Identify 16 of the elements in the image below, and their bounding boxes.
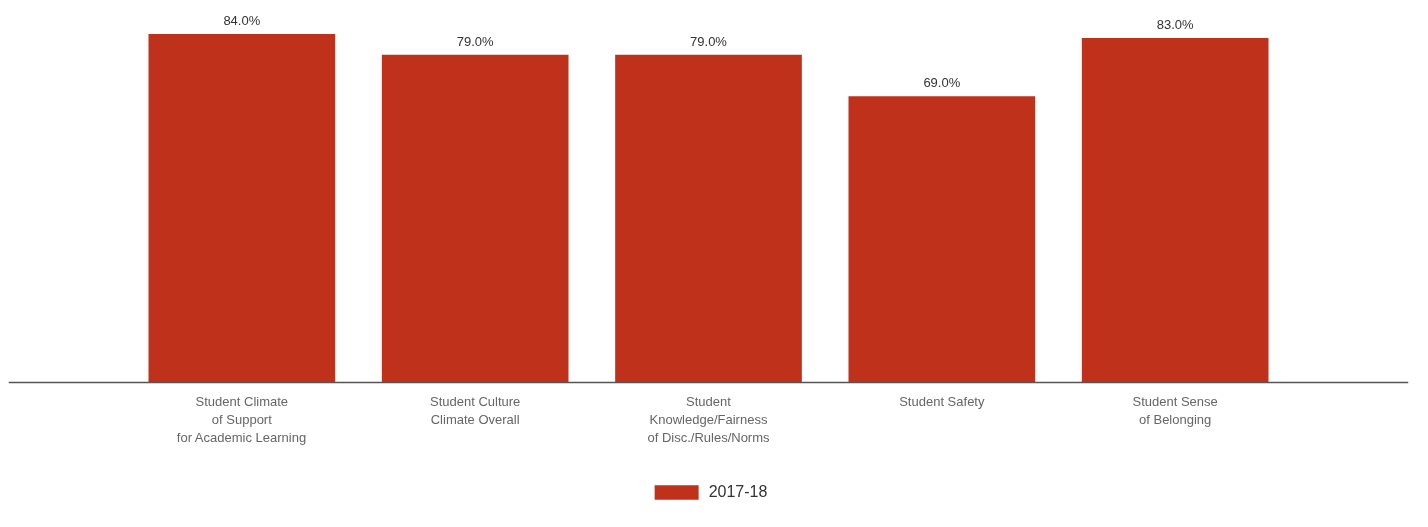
data-label: 69.0% [923, 75, 961, 91]
x-tick-label: Student Climate of Support for Academic Learning [176, 393, 307, 445]
bar [148, 33, 336, 383]
x-tick-label: Student Culture Climate Overall [430, 393, 521, 427]
data-label: 79.0% [456, 33, 495, 49]
x-tick-label: Student Safety [899, 393, 985, 409]
x-tick-label: Student Sense of Belonging [1132, 393, 1218, 427]
data-label: 79.0% [690, 33, 728, 49]
data-label: 83.0% [1156, 17, 1195, 33]
bar [1081, 38, 1269, 383]
bar [848, 96, 1036, 383]
x-tick-label: Student Knowledge/Fairness of Disc./Rules/Norms [647, 393, 771, 445]
legend-label: 2017-18 [708, 483, 768, 501]
bar [381, 54, 569, 383]
data-label: 84.0% [223, 12, 261, 28]
bar [615, 54, 802, 383]
